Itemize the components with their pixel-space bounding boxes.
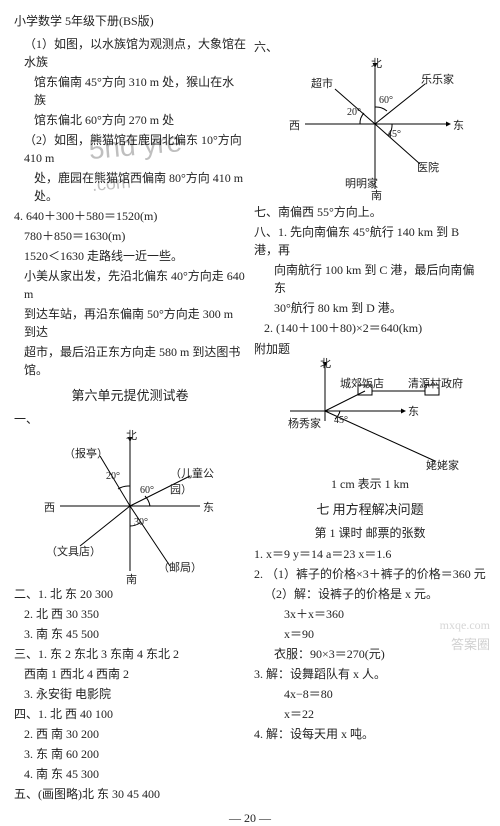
sec8-a: 八、1. 先向南偏东 45°航行 140 km 到 B 港，再 (254, 223, 486, 259)
angle-30: 30° (134, 517, 148, 528)
q4: 4. 解：设每天用 x 吨。 (254, 725, 486, 743)
label-yangxiu: 杨秀家 (288, 415, 321, 431)
sec2-1: 二、1. 北 东 20 300 (14, 585, 246, 603)
dir-west: 西 (289, 117, 300, 133)
label-se: （邮局） (158, 559, 202, 575)
dir-west: 西 (44, 499, 55, 515)
label-village-gov: 清源村政府 (408, 375, 463, 391)
dir-east: 东 (453, 117, 464, 133)
label-nw: （报亭） (64, 445, 108, 461)
page-header: 小学数学 5年级下册(BS版) (14, 12, 486, 29)
label-ne: （儿童公园） (170, 465, 220, 497)
angle-20: 20° (106, 471, 120, 482)
text-line: 馆东偏南 45°方向 310 m 处，猴山在水族 (14, 73, 246, 109)
sec3-2: 西南 1 西北 4 西南 2 (14, 665, 246, 683)
q1: 1. x＝9 y＝14 a＝23 x＝1.6 (254, 545, 486, 563)
sec7: 七、南偏西 55°方向上。 (254, 203, 486, 221)
text-line: 处，鹿园在熊猫馆西偏南 80°方向 410 m 处。 (14, 169, 246, 205)
sec8-c: 30°航行 80 km 到 D 港。 (254, 299, 486, 317)
sec5: 五、(画图略)北 东 30 45 400 (14, 785, 246, 803)
dir-north: 北 (371, 55, 382, 71)
page-number: — 20 — (14, 811, 486, 826)
label-city-hotel: 城郊饭店 (340, 375, 384, 391)
lesson1-title: 第 1 课时 邮票的张数 (254, 524, 486, 541)
right-column: 六、 北 南 东 西 超市 乐乐家 (254, 35, 486, 805)
q3c: x＝22 (254, 705, 486, 723)
sec2-2: 2. 北 西 30 350 (14, 605, 246, 623)
sec4-3: 3. 东 南 60 200 (14, 745, 246, 763)
q3b: 4x−8＝80 (254, 685, 486, 703)
fujia-head: 附加题 (254, 340, 486, 357)
text-line: 1520＜1630 走路线一近一些。 (14, 247, 246, 265)
sec3-1: 三、1. 东 2 东北 3 东南 4 东北 2 (14, 645, 246, 663)
watermark-brand: 答案圈 (451, 634, 490, 653)
text-line: 4. 640＋300＋580＝1520(m) (14, 207, 246, 225)
dir-south: 南 (126, 571, 137, 587)
section-1-head: 一、 (14, 410, 246, 427)
section-6-head: 六、 (254, 38, 486, 55)
sec4-2: 2. 西 南 30 200 (14, 725, 246, 743)
angle-60: 60° (379, 95, 393, 106)
text-line: 到达车站，再沿东偏南 50°方向走 300 m 到达 (14, 305, 246, 341)
text-line: 780＋850＝1630(m) (14, 227, 246, 245)
sec4-4: 4. 南 东 45 300 (14, 765, 246, 783)
q2b: （2）解：设裤子的价格是 x 元。 (254, 585, 486, 603)
text-line: 超市，最后沿正东方向走 580 m 到达图书馆。 (14, 343, 246, 379)
dir-east: 东 (203, 499, 214, 515)
angle-45: 45° (334, 415, 348, 426)
text-line: 馆东偏北 60°方向 270 m 处 (14, 111, 246, 129)
left-column: （1）如图，以水族馆为观测点，大象馆在水族 馆东偏南 45°方向 310 m 处… (14, 35, 246, 805)
text-line: （2）如图，熊猫馆在鹿园北偏东 10°方向 410 m (14, 131, 246, 167)
angle-20: 20° (347, 107, 361, 118)
watermark-url: mxqe.com (440, 618, 490, 633)
sec3-3: 3. 永安街 电影院 (14, 685, 246, 703)
dir-east: 东 (408, 403, 419, 419)
sec8-d: 2. (140＋100＋80)×2＝640(km) (254, 319, 486, 337)
label-supermarket: 超市 (311, 75, 333, 91)
unit7-title: 七 用方程解决问题 (254, 499, 486, 518)
label-sw: （文具店） (46, 543, 101, 559)
dir-north: 北 (320, 355, 331, 371)
compass-diagram-3: 北 东 城郊饭店 清源村政府 杨秀家 姥姥家 45° (270, 361, 470, 471)
q2: 2. （1）裤子的价格×3＋裤子的价格＝360 元 (254, 565, 486, 583)
angle-60: 60° (140, 485, 154, 496)
label-hospital: 医院 (417, 159, 439, 175)
compass-diagram-1: 北 南 东 西 （报亭） （儿童公园） （文具店） （邮局） 20° 60° 3… (40, 431, 220, 581)
label-grandma: 姥姥家 (426, 457, 459, 473)
compass-diagram-2: 北 南 东 西 超市 乐乐家 医院 明明家 20° 60° 45° (275, 59, 465, 199)
angle-45: 45° (387, 129, 401, 140)
q3: 3. 解：设舞蹈队有 x 人。 (254, 665, 486, 683)
scale-note: 1 cm 表示 1 km (254, 475, 486, 493)
sec2-3: 3. 南 东 45 500 (14, 625, 246, 643)
sec4-1: 四、1. 北 西 40 100 (14, 705, 246, 723)
unit6-title: 第六单元提优测试卷 (14, 385, 246, 404)
label-lele: 乐乐家 (421, 71, 454, 87)
label-mingming: 明明家 (345, 175, 378, 191)
dir-north: 北 (126, 427, 137, 443)
main-columns: （1）如图，以水族馆为观测点，大象馆在水族 馆东偏南 45°方向 310 m 处… (14, 35, 486, 805)
text-line: 小美从家出发，先沿北偏东 40°方向走 640 m (14, 267, 246, 303)
sec8-b: 向南航行 100 km 到 C 港，最后向南偏东 (254, 261, 486, 297)
text-line: （1）如图，以水族馆为观测点，大象馆在水族 (14, 35, 246, 71)
